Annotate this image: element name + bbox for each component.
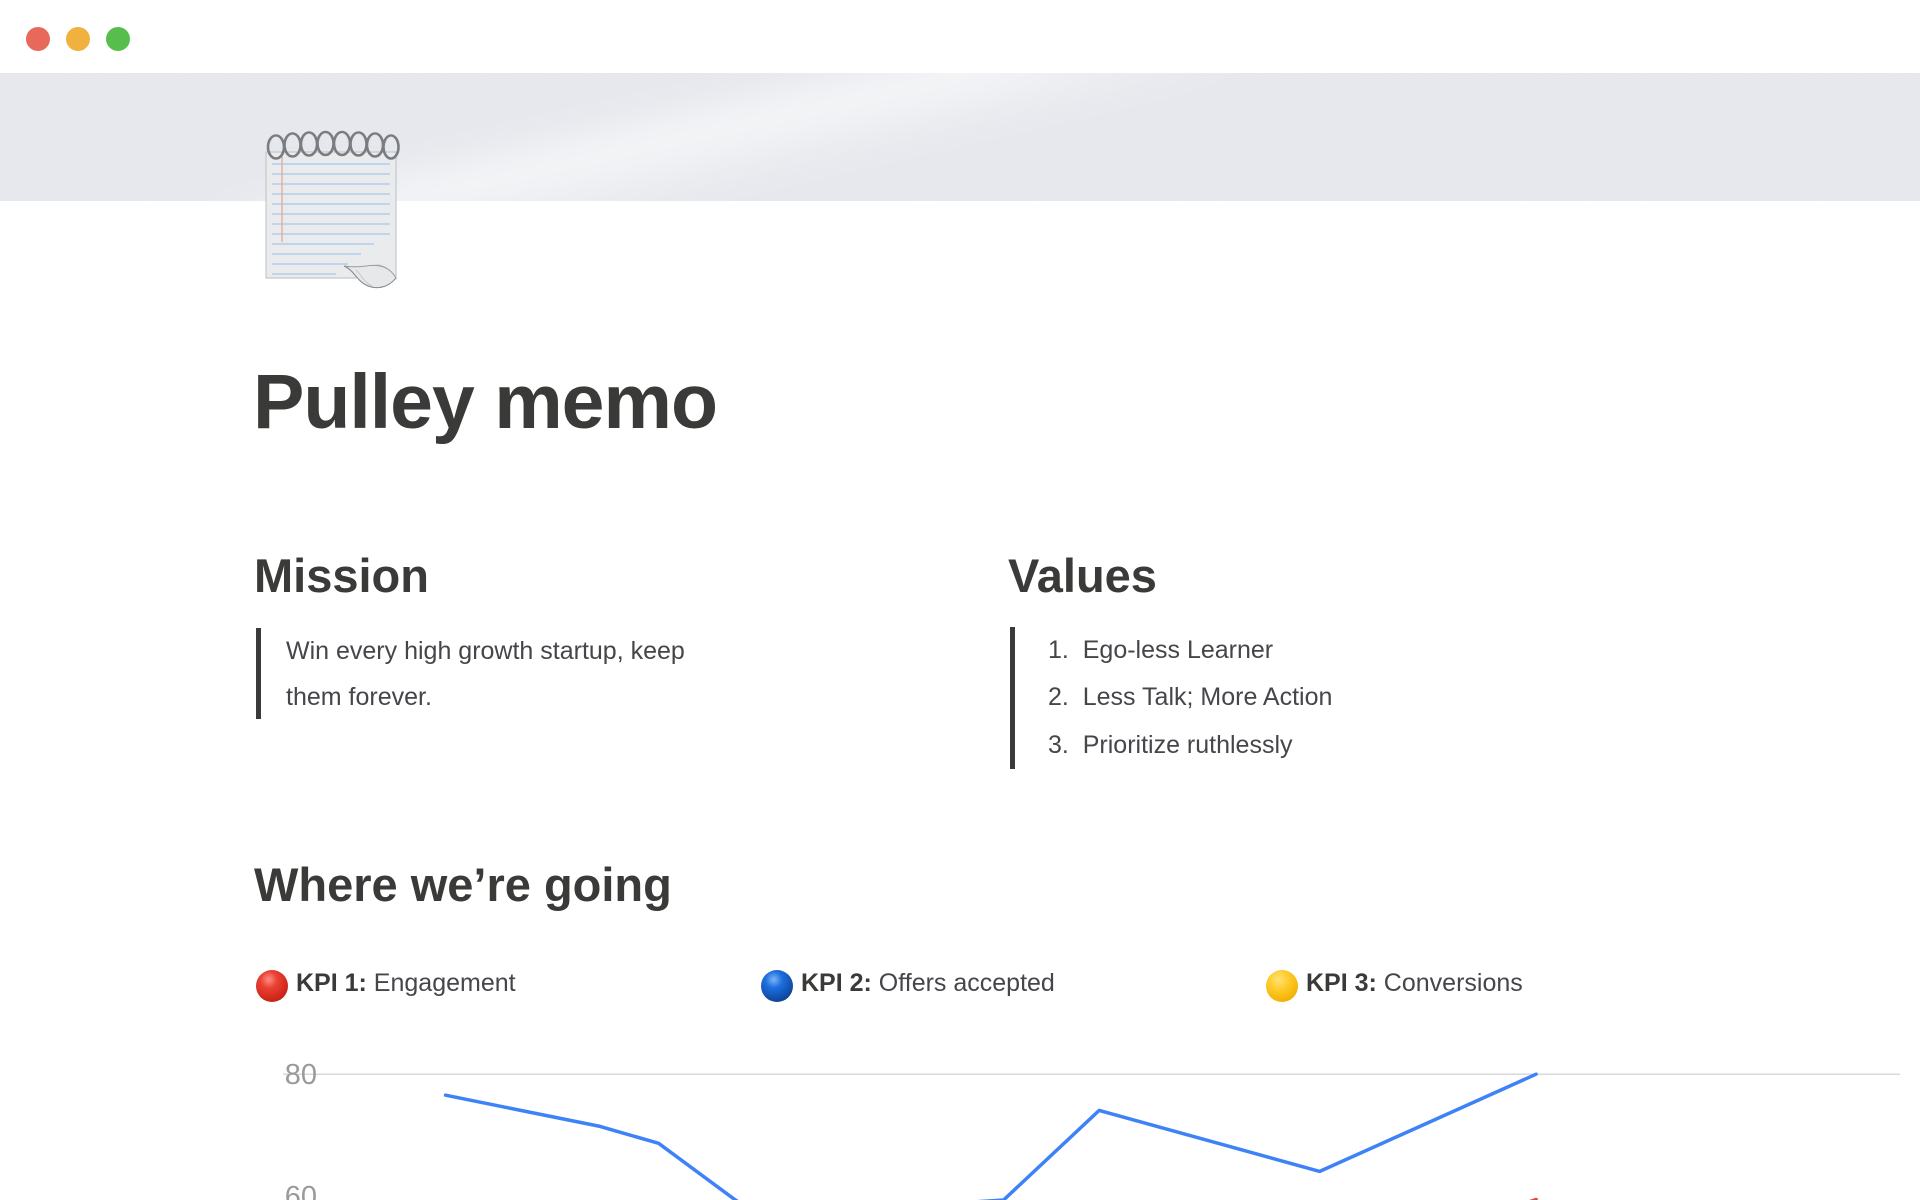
svg-text:80: 80 xyxy=(285,1059,317,1091)
svg-text:60: 60 xyxy=(285,1181,317,1200)
